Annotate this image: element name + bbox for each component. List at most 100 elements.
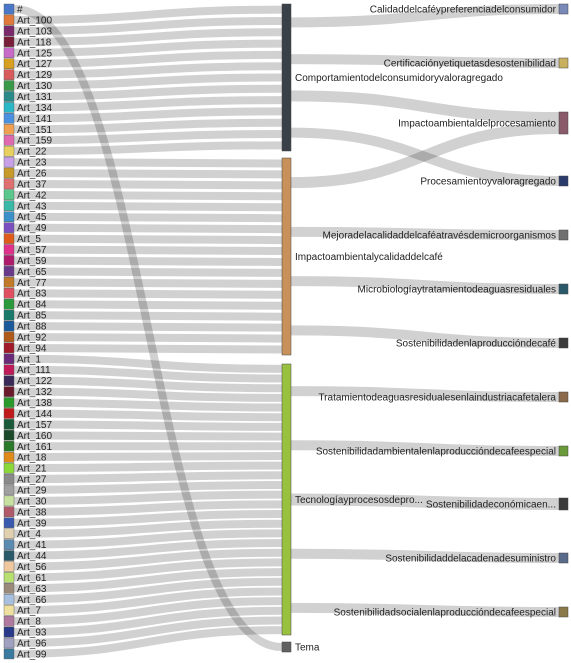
left-node-art-85[interactable] — [3, 309, 15, 321]
left-node-art-93[interactable] — [3, 626, 15, 638]
left-node-art-7[interactable] — [3, 604, 15, 616]
link-art-4-to-tecnolog-ayprocesosdepro — [13, 519, 283, 538]
left-node-art-141[interactable] — [3, 113, 15, 124]
left-node-art-138[interactable] — [3, 397, 15, 408]
link-art-21-to-tecnolog-ayprocesosdepro — [13, 461, 283, 473]
right-node-microbiolog-aytratamientodeaguasresiduales[interactable] — [558, 283, 569, 295]
middle-node-impactoambientalycalidaddelcaf[interactable] — [281, 157, 292, 356]
right-node-procesamientoyvaloragregado[interactable] — [558, 175, 569, 187]
left-node-art-56[interactable] — [3, 561, 15, 572]
middle-node-comportamientodelconsumidoryvaloragregado[interactable] — [281, 3, 292, 152]
left-node-art-57[interactable] — [3, 244, 15, 255]
left-node-art-99[interactable] — [3, 648, 15, 660]
left-node-art-122[interactable] — [3, 375, 15, 386]
left-node-art-129[interactable] — [3, 69, 15, 80]
left-node-art-111[interactable] — [3, 364, 15, 375]
left-node-label: Art_41 — [17, 540, 47, 551]
left-node-art-26[interactable] — [3, 167, 15, 179]
left-node-art-23[interactable] — [3, 156, 15, 168]
left-node-art-100[interactable] — [3, 14, 15, 26]
left-node-art-130[interactable] — [3, 80, 15, 91]
middle-node-tema[interactable] — [281, 641, 292, 653]
left-node-art-94[interactable] — [3, 342, 15, 354]
left-node-art-144[interactable] — [3, 408, 15, 419]
left-node-art-92[interactable] — [3, 331, 15, 343]
link-art-127-to-comportamientodelconsumidoryvaloragregado — [13, 50, 283, 68]
left-node-art-18[interactable] — [3, 451, 15, 463]
right-node-tratamientodeaguasresidualesenlaindustriacafetalera[interactable] — [558, 391, 569, 403]
left-node-art-83[interactable] — [3, 287, 15, 299]
left-node-art-134[interactable] — [3, 102, 15, 113]
left-node-art-96[interactable] — [3, 637, 15, 649]
left-node-[interactable] — [3, 3, 15, 15]
right-node-impactoambientaldelprocesamiento[interactable] — [558, 111, 569, 135]
link-art-49-to-impactoambientalycalidaddelcaf — [13, 223, 283, 234]
right-node-sostenibilidadambientalenlaproducci-ndecafeespecial[interactable] — [558, 445, 569, 457]
left-node-art-49[interactable] — [3, 222, 15, 233]
left-node-art-29[interactable] — [3, 484, 15, 496]
left-node-art-61[interactable] — [3, 572, 15, 583]
left-node-art-27[interactable] — [3, 473, 15, 485]
left-node-art-37[interactable] — [3, 178, 15, 190]
left-node-art-159[interactable] — [3, 134, 15, 146]
left-node-art-5[interactable] — [3, 233, 15, 244]
left-node-art-118[interactable] — [3, 36, 15, 48]
left-node-art-63[interactable] — [3, 583, 15, 594]
left-node-label: Art_4 — [17, 529, 41, 540]
left-node-art-4[interactable] — [3, 528, 15, 539]
left-node-label: Art_29 — [17, 485, 47, 496]
left-node-art-103[interactable] — [3, 25, 15, 37]
left-node-art-84[interactable] — [3, 298, 15, 310]
right-node-sostenibilidadsocialenlaproducci-ndecafeespecial[interactable] — [558, 606, 569, 618]
left-node-art-132[interactable] — [3, 386, 15, 397]
right-node-label: Mejoradelacalidaddelcaféatravésdemicroor… — [323, 231, 556, 242]
left-node-art-38[interactable] — [3, 506, 15, 518]
left-node-art-77[interactable] — [3, 277, 15, 288]
left-node-label: Art_99 — [17, 649, 47, 660]
right-node-sostenibilidadenlaproducci-ndecaf[interactable] — [558, 337, 569, 349]
left-node-art-65[interactable] — [3, 266, 15, 277]
left-node-label: Art_161 — [17, 442, 52, 453]
left-node-art-131[interactable] — [3, 91, 15, 102]
left-node-art-8[interactable] — [3, 615, 15, 627]
link-art-134-to-comportamientodelconsumidoryvaloragregado — [13, 96, 283, 112]
left-node-art-30[interactable] — [3, 495, 15, 507]
left-node-art-66[interactable] — [3, 594, 15, 605]
right-node-label: Sostenibilidadsocialenlaproduccióndecafe… — [334, 608, 556, 619]
left-node-art-59[interactable] — [3, 255, 15, 266]
left-node-art-160[interactable] — [3, 430, 15, 441]
left-node-art-161[interactable] — [3, 441, 15, 452]
left-node-label: Art_88 — [17, 322, 47, 333]
left-node-art-88[interactable] — [3, 320, 15, 332]
link--to-tema — [13, 5, 283, 651]
left-node-art-125[interactable] — [3, 47, 15, 59]
left-node-label: Art_27 — [17, 475, 47, 486]
left-node-art-42[interactable] — [3, 189, 15, 201]
link-art-61-to-tecnolog-ayprocesosdepro — [13, 558, 283, 582]
link-art-66-to-tecnolog-ayprocesosdepro — [13, 577, 283, 604]
left-node-art-127[interactable] — [3, 58, 15, 69]
left-node-art-41[interactable] — [3, 539, 15, 550]
left-node-label: Art_21 — [17, 464, 47, 475]
left-node-art-22[interactable] — [3, 145, 15, 157]
left-node-label: Art_59 — [17, 256, 47, 267]
left-node-art-43[interactable] — [3, 200, 15, 212]
right-node-mejoradelacalidaddelcaf-atrav-sdemicroorganismos[interactable] — [558, 229, 569, 241]
link-art-151-to-comportamientodelconsumidoryvaloragregado — [13, 118, 283, 134]
right-node-label: Certificaciónyetiquetasdesostenibilidad — [384, 59, 556, 70]
left-node-art-44[interactable] — [3, 550, 15, 561]
left-node-label: Art_66 — [17, 595, 47, 606]
right-node-certificaci-nyetiquetasdesostenibilidad[interactable] — [558, 57, 569, 69]
left-node-art-21[interactable] — [3, 462, 15, 474]
link-art-42-to-impactoambientalycalidaddelcaf — [13, 190, 283, 201]
left-node-art-151[interactable] — [3, 124, 15, 135]
left-node-art-45[interactable] — [3, 211, 15, 222]
middle-node-tecnolog-ayprocesosdepro[interactable] — [281, 363, 292, 636]
right-node-sostenibilidaddelacadenadesuministro[interactable] — [558, 552, 569, 564]
left-node-art-39[interactable] — [3, 517, 15, 529]
link-art-38-to-tecnolog-ayprocesosdepro — [13, 500, 283, 516]
left-node-art-157[interactable] — [3, 419, 15, 430]
right-node-calidaddelcaf-ypreferenciadelconsumidor[interactable] — [558, 3, 569, 15]
right-node-sostenibilidadecon-micaen[interactable] — [558, 497, 569, 511]
left-node-art-1[interactable] — [3, 353, 15, 365]
